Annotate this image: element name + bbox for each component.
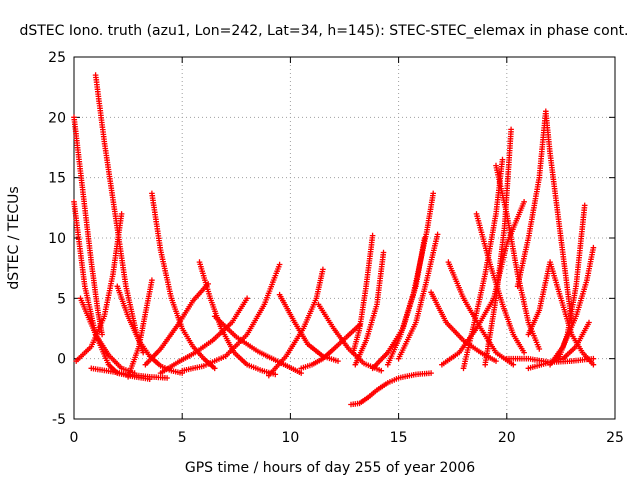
- series-markers: [348, 370, 434, 408]
- series-markers: [142, 281, 211, 368]
- y-tick-label: -5: [52, 412, 66, 428]
- x-tick-label: 0: [70, 430, 79, 446]
- series-16: [266, 266, 326, 379]
- series-markers: [71, 114, 105, 338]
- series-markers: [482, 126, 514, 368]
- series-8: [125, 277, 155, 380]
- series-6: [88, 365, 170, 381]
- series-12: [196, 259, 279, 378]
- series-markers: [504, 355, 597, 366]
- series-4: [77, 295, 138, 376]
- series-9: [149, 190, 218, 372]
- grid-lines: [73, 56, 616, 420]
- chart-title: dSTEC Iono. truth (azu1, Lon=242, Lat=34…: [19, 23, 628, 39]
- series-32: [514, 108, 575, 326]
- series-markers: [514, 108, 575, 326]
- y-tick-label: 5: [57, 291, 66, 307]
- y-tick-label: 0: [57, 352, 66, 368]
- series-markers: [266, 266, 326, 379]
- series-20: [350, 232, 376, 356]
- y-axis-label: dSTEC / TECUs: [6, 186, 22, 289]
- x-tick-label: 5: [178, 430, 187, 446]
- x-axis-label: GPS time / hours of day 255 of year 2006: [185, 460, 475, 476]
- series-markers: [149, 190, 218, 372]
- series-24: [395, 231, 441, 362]
- series-1: [71, 114, 105, 338]
- series-5: [92, 72, 146, 356]
- series-31: [482, 126, 514, 368]
- y-tick-label: 20: [48, 110, 66, 126]
- series-markers: [350, 232, 376, 356]
- series-markers: [88, 365, 170, 381]
- series-markers: [395, 231, 441, 362]
- series-10: [142, 281, 211, 368]
- x-tick-label: 15: [390, 430, 408, 446]
- y-tick-label: 10: [48, 231, 66, 247]
- series-markers: [445, 259, 517, 368]
- series-markers: [77, 295, 138, 376]
- plot-frame: [73, 56, 616, 420]
- series-21: [352, 249, 387, 368]
- x-tick-label: 25: [606, 430, 624, 446]
- data-marks: [71, 72, 597, 408]
- series-markers: [196, 259, 279, 378]
- y-tick-label: 15: [48, 171, 66, 187]
- series-19: [348, 370, 434, 408]
- series-markers: [92, 72, 146, 356]
- series-37: [504, 355, 597, 366]
- series-23: [385, 190, 436, 368]
- y-tick-label: 25: [48, 50, 66, 66]
- series-27: [445, 259, 517, 368]
- x-tick-label: 20: [498, 430, 516, 446]
- series-markers: [352, 249, 387, 368]
- x-tick-label: 10: [281, 430, 299, 446]
- series-markers: [385, 190, 436, 368]
- series-markers: [125, 277, 155, 380]
